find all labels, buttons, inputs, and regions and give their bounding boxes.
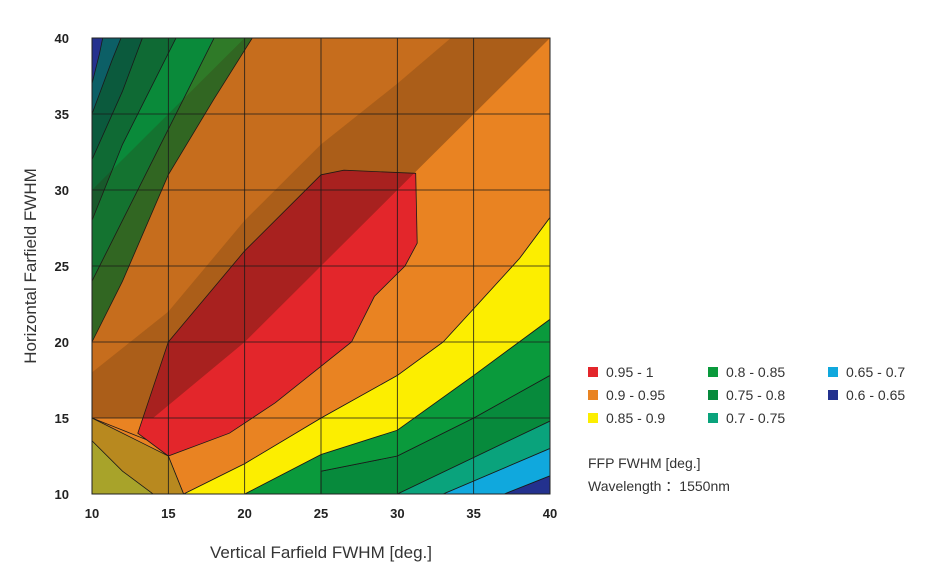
legend-swatch bbox=[588, 413, 598, 423]
y-tick-label: 35 bbox=[55, 107, 69, 122]
y-axis-title: Horizontal Farfield FWHM bbox=[21, 168, 40, 364]
x-tick-label: 20 bbox=[237, 506, 251, 521]
legend-label: 0.65 - 0.7 bbox=[846, 364, 905, 380]
legend-swatch bbox=[588, 390, 598, 400]
x-tick-label: 40 bbox=[543, 506, 557, 521]
legend-swatch bbox=[708, 413, 718, 423]
contour-region bbox=[92, 38, 122, 115]
legend-label: 0.85 - 0.9 bbox=[606, 410, 665, 426]
legend-swatch bbox=[828, 367, 838, 377]
x-tick-label: 10 bbox=[85, 506, 99, 521]
legend-label: 0.6 - 0.65 bbox=[846, 387, 905, 403]
x-tick-label: 25 bbox=[314, 506, 328, 521]
contour-region bbox=[92, 440, 154, 494]
y-tick-labels: 10 15 20 25 30 35 40 bbox=[55, 31, 69, 502]
note-ffp: FFP FWHM [deg.] bbox=[588, 455, 701, 471]
y-tick-label: 10 bbox=[55, 487, 69, 502]
legend-label: 0.75 - 0.8 bbox=[726, 387, 785, 403]
grid-lines bbox=[92, 38, 550, 494]
legend-swatch bbox=[708, 390, 718, 400]
legend-swatch bbox=[828, 390, 838, 400]
legend-label: 0.9 - 0.95 bbox=[606, 387, 665, 403]
x-tick-labels: 10 15 20 25 30 35 40 bbox=[85, 506, 557, 521]
y-tick-label: 40 bbox=[55, 31, 69, 46]
contour-region bbox=[92, 38, 104, 84]
y-tick-label: 15 bbox=[55, 411, 69, 426]
legend-swatch bbox=[708, 367, 718, 377]
plot-border bbox=[91, 37, 551, 495]
y-tick-label: 30 bbox=[55, 183, 69, 198]
plot-area bbox=[92, 38, 550, 494]
y-tick-label: 25 bbox=[55, 259, 69, 274]
legend-swatch bbox=[588, 367, 598, 377]
legend-label: 0.95 - 1 bbox=[606, 364, 654, 380]
legend-label: 0.7 - 0.75 bbox=[726, 410, 785, 426]
note-wavelength: Wavelength ：1550nm bbox=[588, 478, 730, 494]
shading-band bbox=[92, 38, 451, 373]
legend-label: 0.8 - 0.85 bbox=[726, 364, 785, 380]
x-axis-title: Vertical Farfield FWHM [deg.] bbox=[210, 543, 432, 562]
x-tick-label: 30 bbox=[390, 506, 404, 521]
x-tick-label: 35 bbox=[466, 506, 480, 521]
y-tick-label: 20 bbox=[55, 335, 69, 350]
contour-region-peak bbox=[137, 169, 418, 457]
legend: 0.95 - 1 0.9 - 0.95 0.85 - 0.9 0.8 - 0.85 0.… bbox=[588, 364, 905, 426]
x-tick-label: 15 bbox=[161, 506, 175, 521]
